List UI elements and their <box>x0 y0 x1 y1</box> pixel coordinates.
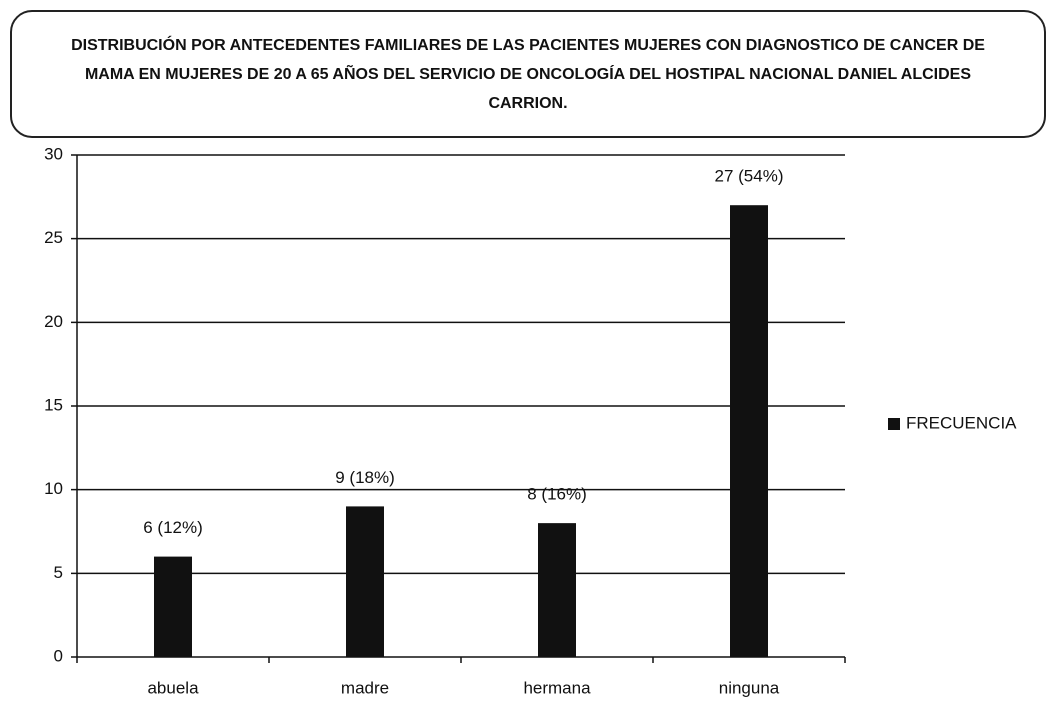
x-tick-label: ninguna <box>719 678 780 697</box>
data-label: 8 (16%) <box>527 485 587 504</box>
bar <box>538 523 576 657</box>
bar <box>346 506 384 657</box>
y-tick-label: 25 <box>44 228 63 247</box>
legend-swatch <box>888 418 900 430</box>
y-tick-label: 20 <box>44 312 63 331</box>
legend-label: FRECUENCIA <box>906 413 1017 432</box>
bar <box>730 205 768 657</box>
data-label: 9 (18%) <box>335 468 395 487</box>
x-tick-label: abuela <box>147 678 199 697</box>
y-tick-label: 5 <box>54 563 63 582</box>
chart-title: DISTRIBUCIÓN POR ANTECEDENTES FAMILIARES… <box>71 36 985 112</box>
title-box: DISTRIBUCIÓN POR ANTECEDENTES FAMILIARES… <box>10 10 1046 138</box>
bar <box>154 556 192 657</box>
y-tick-label: 0 <box>54 646 63 665</box>
x-tick-label: madre <box>341 678 389 697</box>
data-label: 6 (12%) <box>143 518 203 537</box>
y-tick-label: 30 <box>44 144 63 163</box>
data-label: 27 (54%) <box>715 167 784 186</box>
y-tick-label: 15 <box>44 395 63 414</box>
y-tick-label: 10 <box>44 479 63 498</box>
x-tick-label: hermana <box>523 678 591 697</box>
